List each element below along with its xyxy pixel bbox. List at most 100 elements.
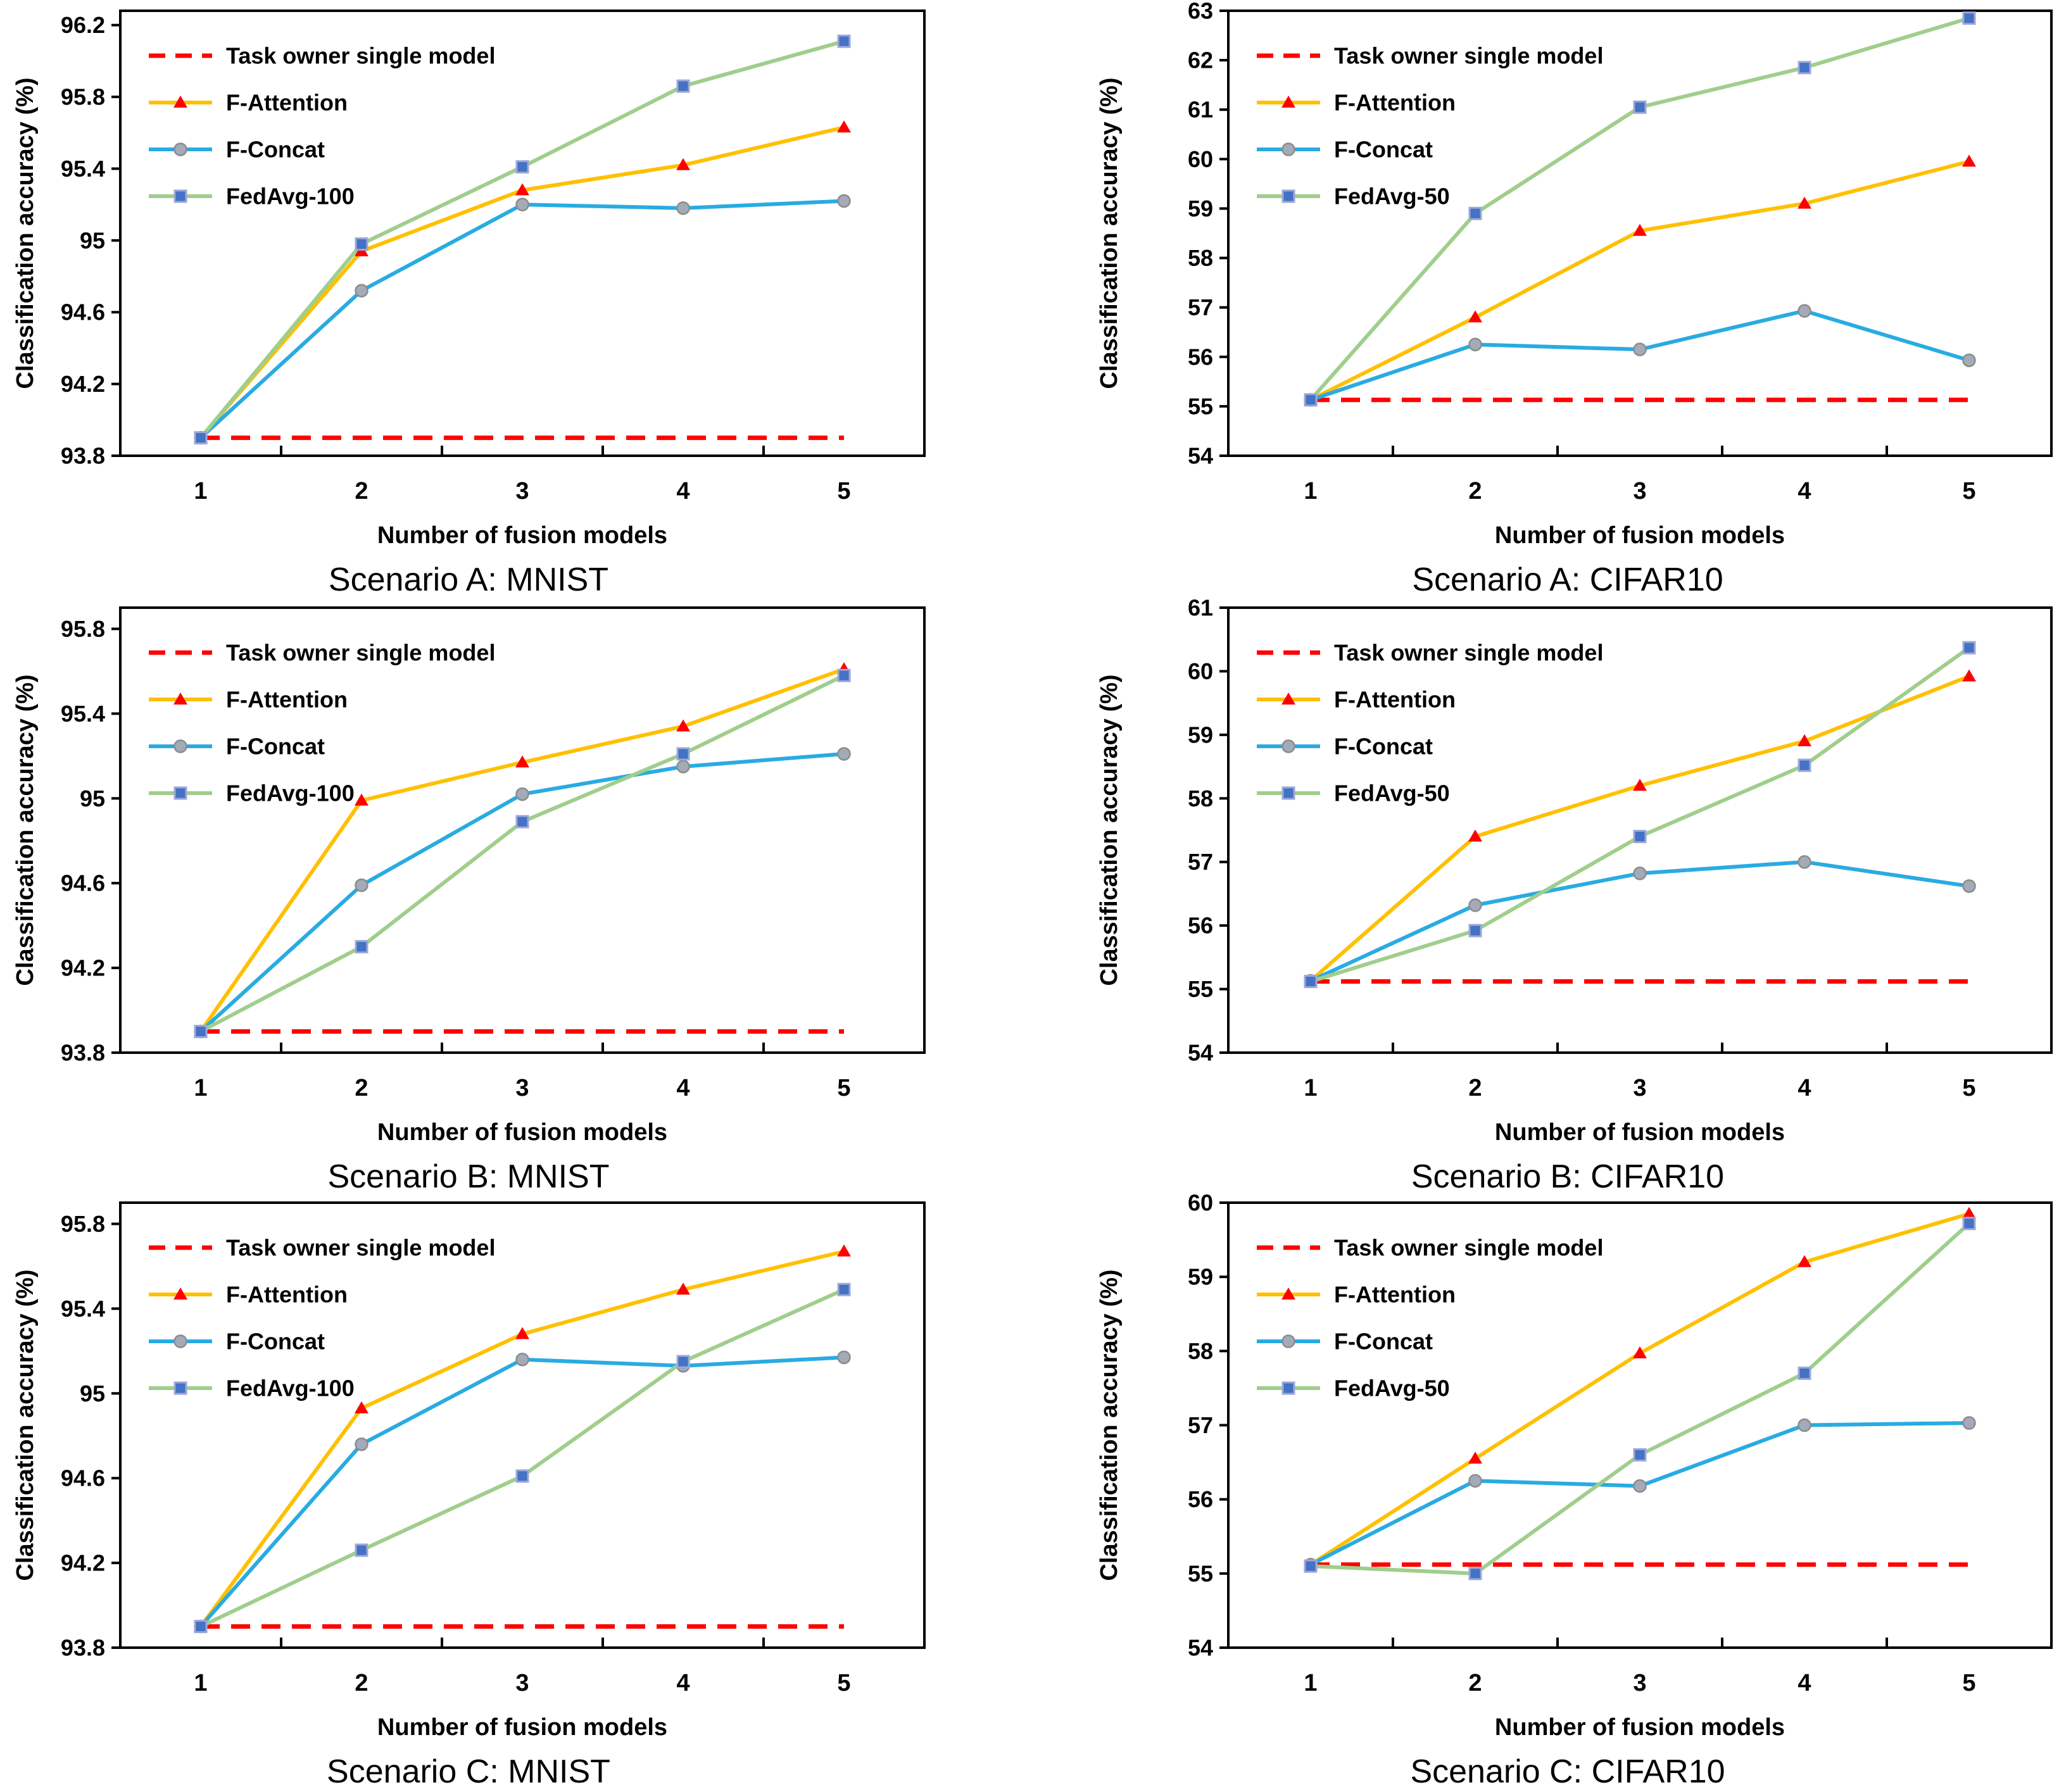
legend-label: F-Concat xyxy=(1334,1329,1433,1355)
marker-f-attention-x2 xyxy=(1468,1451,1482,1464)
y-axis-title: Classification accuracy (%) xyxy=(1096,674,1123,986)
y-axis-title: Classification accuracy (%) xyxy=(12,77,39,389)
marker-f-attention-x2 xyxy=(355,793,368,806)
y-tick-label: 59 xyxy=(1188,722,1213,748)
marker-f-attention-x3 xyxy=(515,183,529,196)
marker-f-concat-x3 xyxy=(1633,867,1647,880)
marker-fedavg-100-x5 xyxy=(837,34,851,48)
legend-label: FedAvg-100 xyxy=(226,184,355,210)
legend-sample-marker-circle xyxy=(173,1334,187,1348)
x-tick-label: 3 xyxy=(515,1670,529,1696)
x-tick-label: 5 xyxy=(1962,478,1975,504)
legend-label: F-Concat xyxy=(226,1329,325,1355)
marker-f-attention-x4 xyxy=(1798,196,1811,209)
marker-f-attention-x4 xyxy=(676,158,690,170)
x-axis-title: Number of fusion models xyxy=(1495,1714,1785,1741)
y-tick-label: 58 xyxy=(1188,1338,1213,1364)
line-chart-scenario-b-cifar10: 54 55 56 57 58 59 60 61 1 2 3 4 5 Number of fusion mo… xyxy=(1096,595,2053,1146)
cell-scenario-c-mnist: 93.8 94.2 94.6 95 95.4 95.8 1 2 3 4 5 Number of fus… xyxy=(0,1192,1076,1792)
marker-f-attention-x5 xyxy=(837,120,851,133)
plot-border xyxy=(119,606,926,1054)
legend-sample-marker-circle xyxy=(173,739,187,753)
legend-label: F-Attention xyxy=(1334,1282,1456,1308)
y-tick-label: 55 xyxy=(1188,976,1213,1002)
y-tick-label: 61 xyxy=(1188,97,1213,123)
legend-label: FedAvg-50 xyxy=(1334,1375,1450,1401)
y-tick-label: 96.2 xyxy=(61,12,105,38)
marker-fedavg-100-x4 xyxy=(676,1355,690,1369)
x-tick-label: 1 xyxy=(1304,1670,1317,1696)
x-tick-label: 2 xyxy=(355,478,368,504)
y-tick-label: 94.6 xyxy=(61,870,105,896)
marker-f-attention-x3 xyxy=(515,1327,529,1339)
x-tick-label: 5 xyxy=(1962,1670,1975,1696)
x-tick-label: 4 xyxy=(676,1670,689,1696)
marker-f-concat-x2 xyxy=(1468,1474,1482,1488)
x-tick-label: 5 xyxy=(1962,1075,1975,1101)
marker-fedavg-50-x4 xyxy=(1798,758,1811,772)
cell-scenario-b-mnist: 93.8 94.2 94.6 95 95.4 95.8 1 2 3 4 5 Number of fus… xyxy=(0,597,1076,1195)
marker-fedavg-50-x4 xyxy=(1798,61,1811,75)
legend-label: FedAvg-100 xyxy=(226,780,355,806)
marker-f-concat-x4 xyxy=(676,201,690,215)
y-tick-label: 54 xyxy=(1188,1040,1213,1066)
y-tick-label: 95.8 xyxy=(61,84,105,110)
x-tick-label: 4 xyxy=(676,478,689,504)
marker-fedavg-100-x1 xyxy=(194,1025,208,1039)
chart-module: 54 55 56 57 58 59 60 61 62 63 1 2 3 4 5 Number of fusio… xyxy=(1076,0,2059,599)
marker-fedavg-50-x5 xyxy=(1962,11,1976,25)
series-line-fedavg-100 xyxy=(199,674,846,1034)
legend-sample-marker-square xyxy=(1281,786,1295,800)
marker-fedavg-50-x3 xyxy=(1633,830,1647,844)
legend-label: F-Attention xyxy=(226,1282,348,1308)
y-tick-label: 93.8 xyxy=(61,1635,105,1661)
legend-label: Task owner single model xyxy=(1334,1235,1603,1261)
marker-fedavg-50-x5 xyxy=(1962,641,1976,655)
marker-fedavg-100-x5 xyxy=(837,1282,851,1296)
marker-fedavg-100-x4 xyxy=(676,747,690,761)
chart-module: 54 55 56 57 58 59 60 61 1 2 3 4 5 Number of fusion mo… xyxy=(1076,595,2059,1196)
marker-fedavg-100-x1 xyxy=(194,1620,208,1634)
marker-f-concat-x3 xyxy=(515,1352,529,1367)
legend-label: FedAvg-50 xyxy=(1334,184,1450,210)
y-tick-label: 60 xyxy=(1188,1190,1213,1216)
marker-f-concat-x3 xyxy=(1633,342,1647,356)
y-tick-label: 62 xyxy=(1188,47,1213,73)
marker-f-attention-x3 xyxy=(515,755,529,768)
cell-scenario-a-mnist: 93.8 94.2 94.6 95 95.4 95.8 96.2 1 2 3 4 5 Number of… xyxy=(0,0,1076,598)
marker-fedavg-100-x3 xyxy=(515,160,529,174)
chart-title: Scenario A: MNIST xyxy=(328,561,609,598)
legend-sample-marker-square xyxy=(173,1381,187,1395)
y-tick-label: 95 xyxy=(80,786,105,811)
legend-sample-marker-triangle xyxy=(173,96,187,108)
x-tick-label: 4 xyxy=(676,1075,689,1101)
legend-label: F-Attention xyxy=(226,90,348,116)
marker-f-concat-x3 xyxy=(515,197,529,211)
y-tick-label: 94.2 xyxy=(61,1550,105,1576)
y-tick-label: 94.2 xyxy=(61,371,105,397)
legend-label: F-Concat xyxy=(226,734,325,760)
x-tick-label: 1 xyxy=(194,478,207,504)
legend-label: FedAvg-50 xyxy=(1334,780,1450,806)
chart-module: 93.8 94.2 94.6 95 95.4 95.8 1 2 3 4 5 Number of fus… xyxy=(0,597,937,1196)
chart-title: Scenario B: CIFAR10 xyxy=(1411,1158,1725,1195)
chart-title: Scenario C: CIFAR10 xyxy=(1410,1753,1725,1790)
y-axis-title: Classification accuracy (%) xyxy=(12,1269,39,1581)
y-tick-label: 94.6 xyxy=(61,299,105,325)
series-line-f-attention xyxy=(199,125,846,440)
marker-fedavg-50-x3 xyxy=(1633,100,1647,114)
marker-f-concat-x5 xyxy=(837,194,851,208)
x-tick-label: 2 xyxy=(1468,1670,1482,1696)
marker-fedavg-100-x3 xyxy=(515,1469,529,1483)
x-tick-label: 4 xyxy=(1798,478,1811,504)
marker-f-concat-x2 xyxy=(355,1437,368,1451)
marker-f-concat-x3 xyxy=(515,787,529,801)
marker-f-attention-x2 xyxy=(355,1401,368,1413)
legend-label: F-Attention xyxy=(226,687,348,713)
legend-label: Task owner single model xyxy=(226,640,495,666)
legend: Task owner single model F-Attention F-Conc… xyxy=(149,43,495,210)
y-tick-label: 54 xyxy=(1188,443,1213,469)
x-axis-title: Number of fusion models xyxy=(1495,1119,1785,1146)
plot-border xyxy=(119,9,926,457)
marker-f-concat-x2 xyxy=(355,284,368,298)
